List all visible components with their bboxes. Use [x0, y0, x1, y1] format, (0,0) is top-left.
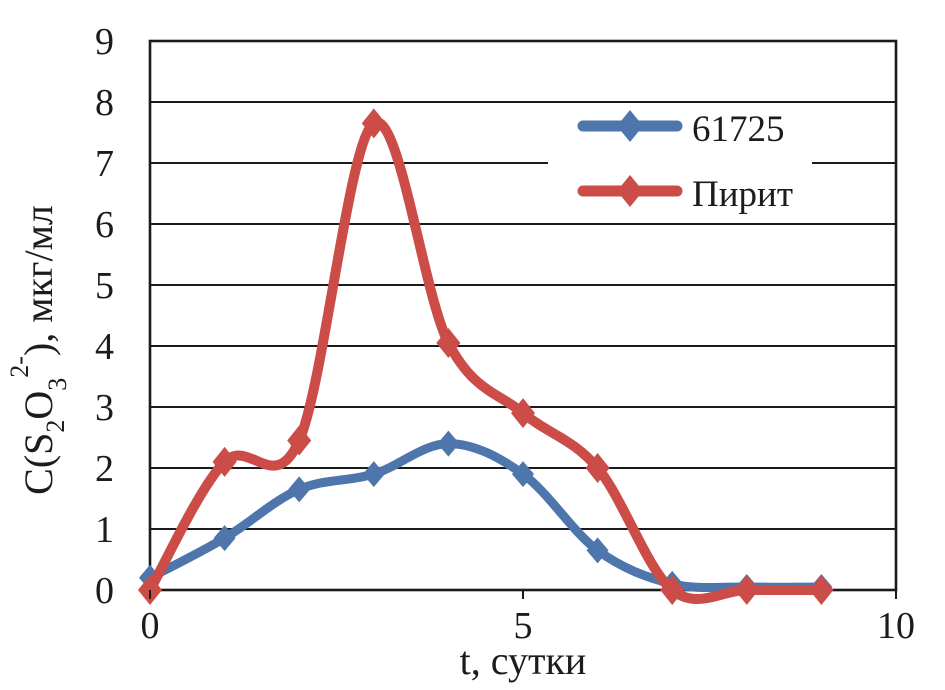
marker-61725-x5 — [512, 461, 534, 488]
x-tick-label-10: 10 — [877, 605, 915, 647]
marker-Пирит-x1 — [212, 446, 237, 477]
y-title-main-1: C(S — [16, 433, 61, 495]
y-tick-label-6: 6 — [95, 204, 114, 246]
y-tick-label-9: 9 — [95, 21, 114, 63]
y-tick-label-4: 4 — [95, 326, 114, 368]
legend-marker-61725 — [617, 110, 643, 142]
series-line-61725 — [145, 439, 826, 593]
data-series — [138, 108, 834, 605]
y-tick-label-7: 7 — [95, 143, 114, 185]
y-tick-label-5: 5 — [95, 265, 114, 307]
y-title-sup-2minus: 2- — [5, 356, 34, 378]
marker-61725-x2 — [288, 476, 311, 503]
marker-61725-x1 — [213, 525, 236, 552]
y-tick-label-2: 2 — [95, 448, 114, 490]
marker-Пирит-x9 — [809, 575, 834, 605]
legend-label-pyrite: Пирит — [692, 174, 793, 215]
y-tick-label-0: 0 — [95, 570, 114, 612]
x-tick-label-5: 5 — [514, 605, 533, 647]
y-title-main-O: O — [16, 391, 61, 420]
marker-61725-x3 — [362, 461, 385, 488]
axis-ticks: 0 1 2 3 4 5 6 7 8 9 0 5 10 — [95, 21, 915, 647]
marker-Пирит-x4 — [436, 327, 461, 358]
marker-Пирит-x8 — [734, 575, 759, 605]
x-axis-title: t, сутки — [460, 638, 587, 683]
y-axis-title: C(S2O3 2-), мкг/мл — [5, 205, 72, 495]
marker-61725-x4 — [437, 430, 460, 457]
y-tick-label-3: 3 — [95, 387, 114, 429]
marker-Пирит-x3 — [361, 108, 386, 139]
marker-Пирит-x7 — [660, 575, 685, 605]
x-tick-label-0: 0 — [141, 605, 160, 647]
legend-marker-Пирит — [617, 175, 643, 207]
y-tick-label-8: 8 — [95, 82, 114, 124]
y-tick-label-1: 1 — [95, 509, 114, 551]
y-title-sub-3: 3 — [43, 378, 72, 391]
legend-label-61725: 61725 — [692, 109, 785, 150]
marker-Пирит-x5 — [511, 398, 535, 429]
marker-Пирит-x2 — [287, 425, 312, 456]
y-title-sub-2: 2 — [41, 420, 70, 433]
legend: 61725 Пирит — [548, 103, 812, 215]
series-Пирит — [138, 108, 834, 605]
marker-Пирит-x6 — [585, 453, 610, 483]
marker-61725-x6 — [586, 537, 609, 564]
y-title-main-units: ), мкг/мл — [16, 205, 61, 356]
